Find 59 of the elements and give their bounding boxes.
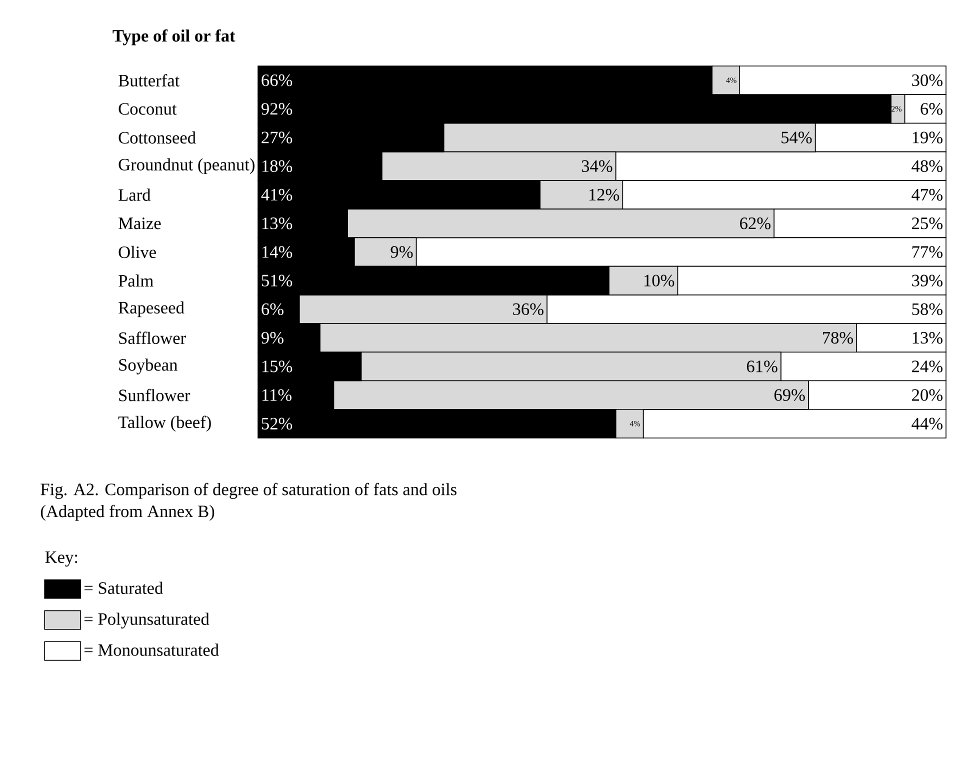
data-label: 39% [912, 274, 942, 286]
legend-label: = Saturated [84, 582, 163, 594]
data-label: 19% [912, 132, 942, 144]
data-label: 54% [782, 132, 812, 144]
y-tick-label: Maize [118, 218, 161, 230]
data-label: 36% [513, 303, 544, 316]
data-label: 34% [582, 160, 612, 172]
data-label: 92% [262, 103, 292, 115]
data-label: 12% [589, 188, 620, 201]
data-label: 69% [774, 389, 805, 401]
data-label: 25% [912, 217, 942, 230]
data-label: 9% [390, 246, 413, 258]
data-label: 41% [261, 188, 292, 201]
data-label: 61% [746, 360, 778, 372]
y-tick-label: Tallow (beef) [118, 416, 211, 432]
data-label: 44% [912, 418, 942, 430]
y-tick-label: Sunflower [119, 388, 190, 402]
y-tick-label: Rapeseed [118, 301, 184, 318]
text: (Adapted from Annex B) [40, 504, 214, 521]
data-label: 78% [823, 332, 854, 344]
data-label: 52% [262, 418, 292, 430]
data-label: 14% [262, 246, 292, 258]
data-label: 2% [891, 106, 902, 112]
data-label: 30% [912, 74, 942, 86]
y-tick-label: Cottonseed [118, 131, 196, 144]
data-label: 18% [262, 160, 292, 172]
legend-label: = Polyunsaturated [84, 612, 210, 628]
data-label: 58% [912, 303, 942, 316]
data-label: 24% [912, 360, 942, 372]
data-label: 10% [644, 274, 674, 286]
caption: Fig. A2. Comparison of degree of saturation of fats and oils [40, 482, 456, 499]
y-tick-label: Safflower [119, 332, 186, 344]
data-label: 47% [912, 188, 942, 201]
data-label: 66% [262, 74, 292, 86]
data-label: 77% [912, 246, 942, 258]
data-label: 62% [740, 217, 770, 230]
y-tick-label: Butterfat [118, 74, 180, 86]
y-tick-label: Groundnut (peanut) [118, 158, 254, 174]
legend-label: = Monounsaturated [84, 644, 219, 656]
y-tick-label: Soybean [119, 358, 178, 374]
data-label: 13% [262, 217, 292, 230]
data-label: 11% [262, 389, 292, 401]
y-tick-label: Lard [118, 188, 151, 201]
y-axis-title: Type of oil or fat [112, 29, 236, 46]
data-label: 27% [262, 132, 292, 144]
y-tick-label: Coconut [118, 103, 177, 115]
y-tick-label: Olive [118, 246, 156, 258]
data-label: 6% [262, 303, 284, 316]
legend-title: Key: [45, 551, 78, 567]
data-label: 48% [912, 160, 942, 172]
data-label: 4% [726, 78, 736, 84]
data-label: 51% [262, 274, 292, 286]
data-label: 9% [262, 332, 284, 344]
data-label: 20% [912, 389, 942, 401]
data-label: 13% [912, 332, 942, 344]
y-tick-label: Palm [118, 274, 154, 287]
data-label: 15% [262, 360, 292, 372]
data-label: 6% [920, 103, 942, 115]
data-label: 4% [630, 420, 640, 426]
